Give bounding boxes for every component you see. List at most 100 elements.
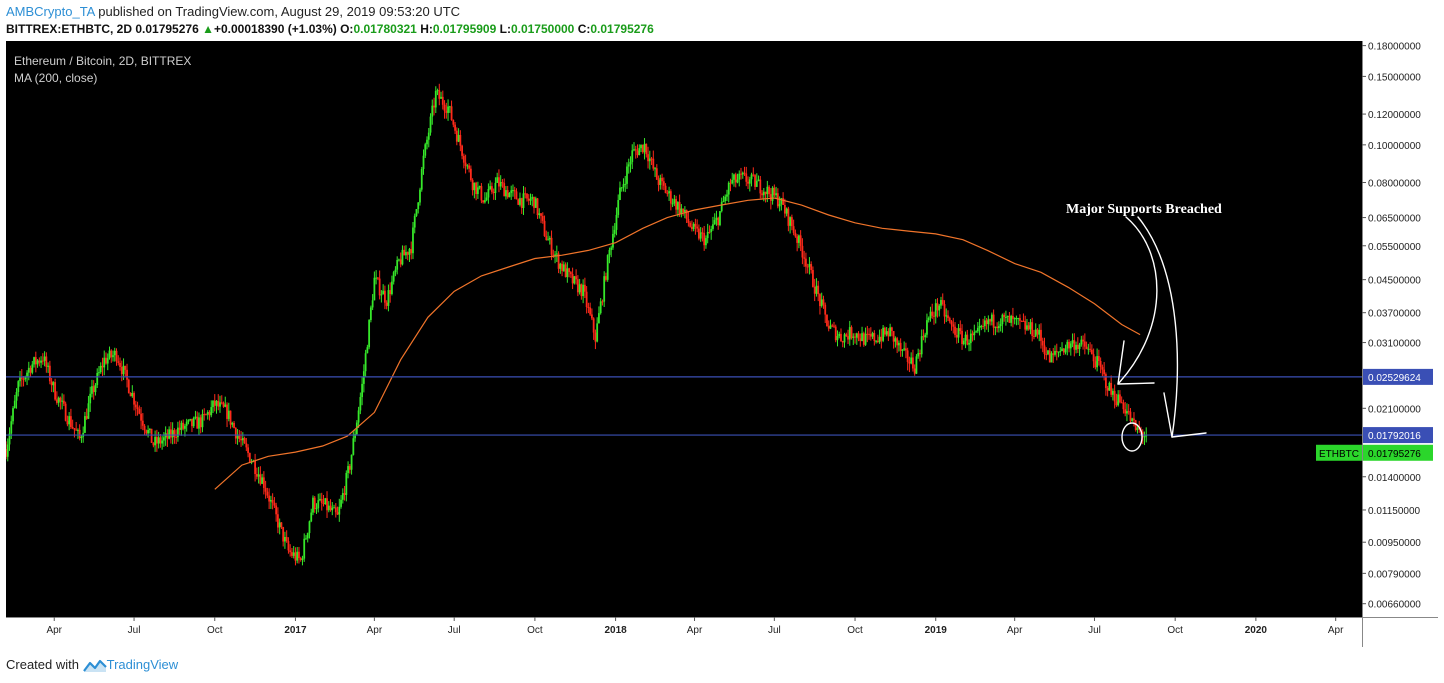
candle-body — [715, 217, 718, 221]
candle-body — [482, 200, 485, 203]
candle-body — [243, 438, 246, 444]
annotation-arrowhead-2 — [1163, 392, 1207, 438]
candle-body — [143, 425, 146, 431]
candle-body — [64, 403, 67, 421]
candle-body — [868, 333, 870, 335]
candle-body — [908, 361, 911, 364]
candle-body — [743, 172, 746, 174]
candle-body — [526, 193, 528, 199]
candle-body — [978, 326, 981, 328]
candle-body — [706, 231, 709, 239]
candle-body — [1015, 318, 1018, 320]
candle-body — [864, 333, 867, 345]
candle-body — [508, 192, 511, 198]
candle-body — [94, 385, 97, 393]
candle-body — [591, 314, 593, 319]
candle-body — [41, 360, 44, 362]
price-chart[interactable]: 0.18000000 0.15000000 0.12000000 0.10000000… — [6, 41, 1438, 647]
candle-body — [315, 508, 318, 510]
open-value: 0.01780321 — [353, 22, 417, 36]
candle-body — [648, 158, 651, 162]
candle-body — [897, 342, 900, 346]
candle-body — [515, 191, 518, 200]
candle-body — [931, 311, 934, 316]
candle-body — [669, 191, 672, 204]
candle-body — [426, 139, 428, 145]
candle-body — [557, 253, 560, 269]
candle-body — [1069, 343, 1072, 349]
candle-body — [287, 541, 290, 551]
candle-body — [452, 120, 455, 125]
candle-body — [792, 226, 795, 233]
candle-body — [512, 190, 514, 192]
candle-body — [610, 247, 613, 250]
candle-body — [964, 334, 967, 341]
candle-body — [534, 198, 537, 208]
candle-body — [698, 228, 700, 239]
candle-body — [427, 132, 430, 140]
candle-body — [233, 422, 235, 428]
candle-body — [659, 177, 662, 185]
candle-body — [466, 165, 469, 167]
low-label: L: — [499, 22, 511, 36]
symbol-label: BITTREX:ETHBTC, 2D — [6, 22, 132, 36]
candle-body — [338, 506, 341, 515]
candle-body — [234, 427, 237, 439]
candle-body — [640, 144, 642, 149]
candle-body — [927, 317, 930, 321]
candle-body — [626, 166, 628, 184]
candle-body — [1024, 321, 1027, 330]
candle-body — [33, 357, 35, 365]
candle-body — [690, 226, 693, 230]
candle-body — [131, 392, 134, 397]
candle-body — [66, 420, 69, 425]
candle-body — [201, 414, 204, 428]
candle-body — [778, 204, 781, 207]
candle-body — [180, 422, 183, 430]
candle-body — [573, 276, 576, 284]
candle-body — [126, 369, 128, 380]
candle-body — [571, 274, 574, 284]
tradingview-link[interactable]: TradingView — [106, 657, 179, 672]
chart-title: Ethereum / Bitcoin, 2D, BITTREX — [14, 54, 191, 68]
candle-body — [310, 512, 313, 522]
candle-body — [606, 255, 609, 280]
candle-body — [905, 348, 907, 351]
candle-body — [1097, 356, 1100, 362]
candle-body — [962, 340, 965, 345]
candle-body — [740, 173, 742, 175]
candle-body — [852, 336, 855, 338]
candle-body — [903, 348, 906, 350]
candle-body — [422, 155, 425, 170]
candle-body — [364, 353, 367, 372]
candle-body — [1113, 390, 1116, 402]
candle-body — [134, 404, 137, 408]
indicator-label: MA (200, close) — [14, 71, 97, 85]
candle-body — [975, 331, 977, 333]
candle-body — [22, 378, 25, 380]
candle-body — [875, 340, 877, 342]
candle-body — [954, 326, 956, 335]
candle-body — [171, 430, 174, 438]
candle-body — [1099, 361, 1102, 368]
candle-body — [117, 361, 120, 363]
candle-body — [376, 277, 379, 279]
candle-body — [1133, 418, 1135, 421]
candle-body — [280, 522, 283, 528]
candle-body — [1083, 341, 1086, 347]
candle-body — [366, 347, 369, 354]
candle-body — [468, 165, 471, 169]
candle-body — [980, 325, 983, 327]
author-link[interactable]: AMBCrypto_TA — [6, 4, 95, 19]
candle-body — [1050, 353, 1053, 363]
created-with-label: Created with — [6, 657, 79, 672]
candle-body — [938, 305, 941, 311]
candle-body — [1045, 354, 1048, 356]
candle-body — [391, 281, 393, 295]
candle-body — [785, 208, 788, 214]
y-tick-label: 0.12000000 — [1368, 110, 1421, 121]
candle-body — [199, 417, 202, 428]
candle-body — [896, 338, 899, 346]
x-tick-label: 2019 — [925, 625, 948, 636]
candle-body — [1104, 374, 1107, 388]
